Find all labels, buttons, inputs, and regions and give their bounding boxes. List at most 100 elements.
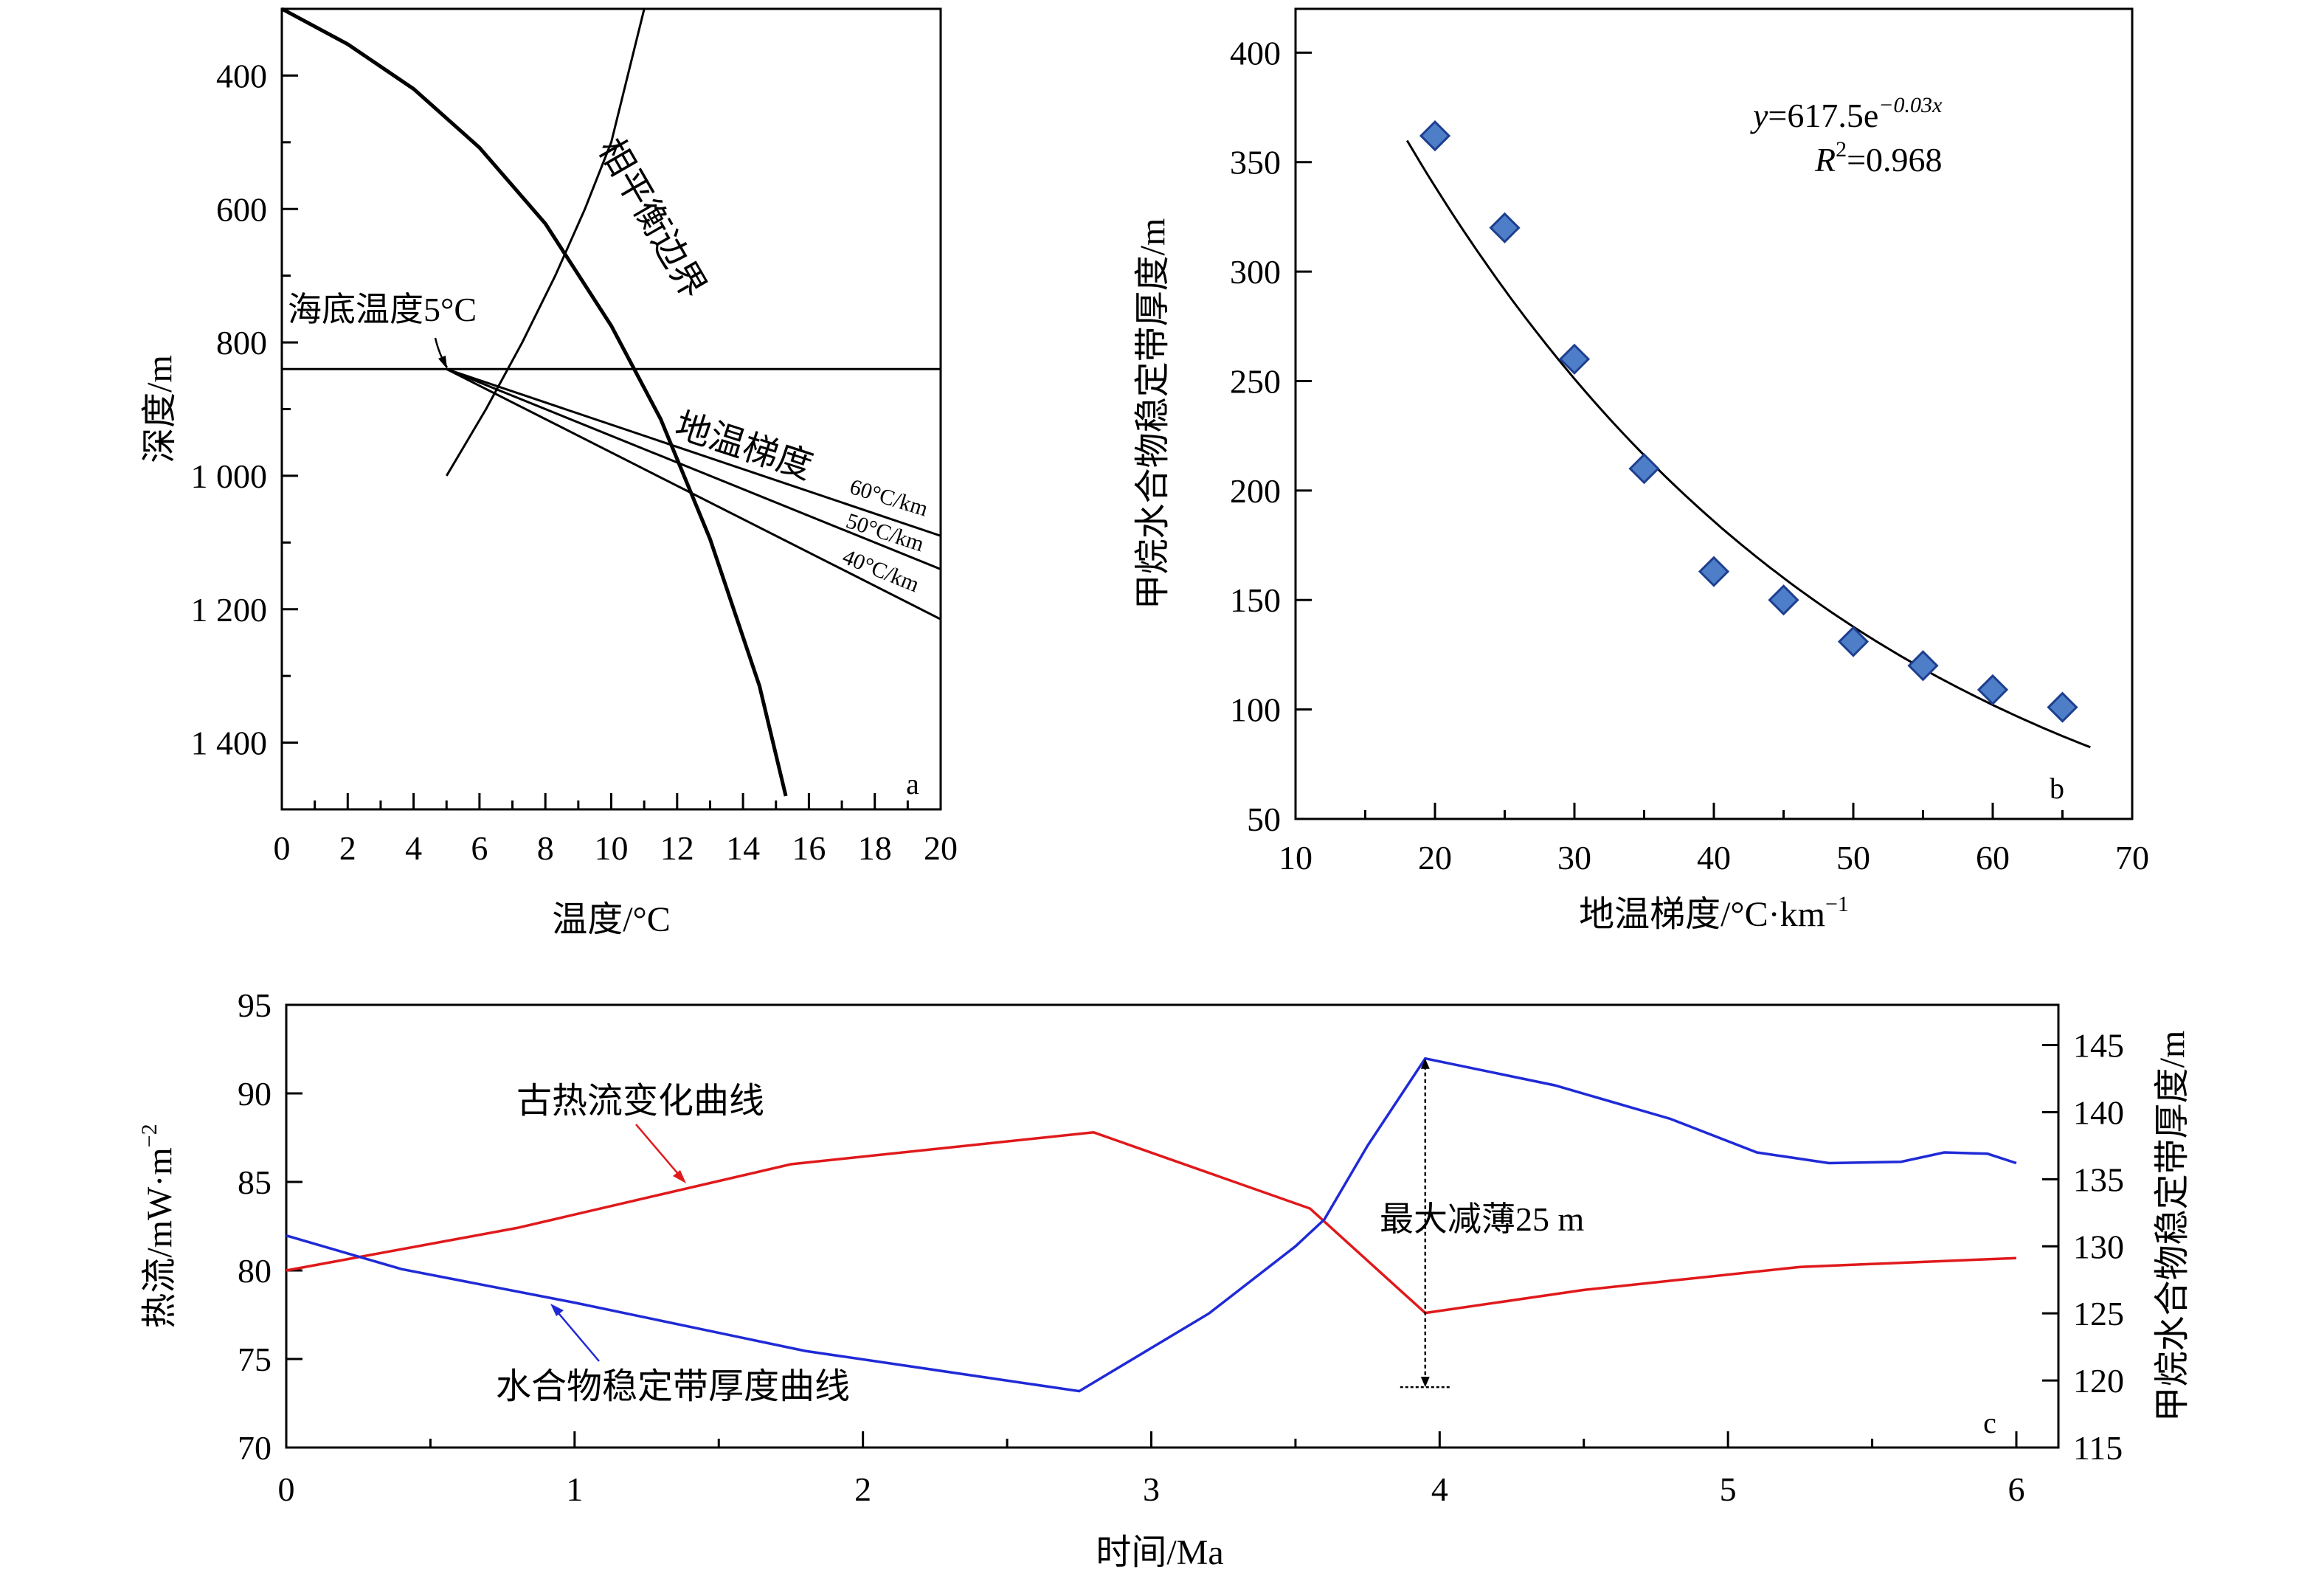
geothermal-gradient-label: 地温梯度 bbox=[671, 406, 817, 487]
y-tick-label: 600 bbox=[216, 190, 267, 228]
data-point bbox=[1419, 120, 1451, 152]
panel-label-a: a bbox=[906, 767, 919, 800]
x-axis-label-sup: −1 bbox=[1825, 892, 1849, 916]
x-tick-label: 2 bbox=[339, 829, 356, 867]
x-tick-label: 16 bbox=[792, 829, 826, 867]
x-tick-label: 4 bbox=[1431, 1470, 1448, 1508]
x-tick-label: 2 bbox=[854, 1470, 871, 1508]
x-tick-label: 6 bbox=[471, 829, 488, 867]
data-point bbox=[1489, 212, 1521, 243]
data-point bbox=[1977, 674, 2009, 706]
data-point bbox=[1698, 556, 1730, 587]
eq-body: =617.5e bbox=[1768, 97, 1878, 134]
x-tick-label: 40 bbox=[1697, 839, 1731, 876]
x-axis-label: 地温梯度/°C·km−1 bbox=[1579, 892, 1849, 934]
y-left-tick-label: 70 bbox=[238, 1429, 272, 1467]
gradient-line bbox=[446, 367, 941, 570]
y-right-tick-label: 125 bbox=[2073, 1295, 2124, 1332]
thickness-line bbox=[286, 1057, 2017, 1393]
x-tick-label: 0 bbox=[278, 1470, 295, 1508]
y-right-tick-label: 140 bbox=[2073, 1093, 2124, 1131]
y-tick-label: 300 bbox=[1230, 253, 1281, 291]
y-tick-label: 400 bbox=[1230, 34, 1281, 72]
max-thinning-label: 最大减薄25 m bbox=[1380, 1200, 1585, 1238]
thinning-arrow-bottom bbox=[1420, 1377, 1430, 1388]
x-tick-label: 18 bbox=[858, 829, 892, 867]
phase-boundary-line bbox=[446, 8, 646, 477]
fit-curve bbox=[1405, 139, 2091, 749]
x-tick-label: 0 bbox=[274, 829, 291, 867]
eq-exp: −0.03x bbox=[1878, 93, 1943, 117]
r2-r: R bbox=[1814, 141, 1836, 179]
x-tick-label: 6 bbox=[2008, 1470, 2025, 1508]
y-tick-label: 100 bbox=[1230, 691, 1281, 729]
x-tick-label: 1 bbox=[566, 1470, 583, 1508]
thickness-arrowhead bbox=[550, 1304, 564, 1316]
heat-flow-arrow bbox=[635, 1124, 683, 1180]
y-right-axis-label: 甲烷水合物稳定带厚度/m bbox=[2153, 1031, 2192, 1422]
thickness-label: 水合物稳定带厚度曲线 bbox=[496, 1367, 850, 1406]
y-tick-label: 1 200 bbox=[191, 591, 268, 629]
x-tick-label: 30 bbox=[1557, 839, 1591, 876]
x-tick-label: 8 bbox=[537, 829, 554, 867]
y-left-axis-label: 热流/mW·m−2 bbox=[137, 1124, 179, 1328]
x-tick-label: 70 bbox=[2115, 839, 2149, 876]
y-tick-label: 1 000 bbox=[191, 457, 268, 495]
y-left-tick-label: 80 bbox=[238, 1252, 272, 1290]
plot-frame bbox=[285, 1003, 2060, 1449]
data-point bbox=[1837, 626, 1870, 657]
x-tick-label: 60 bbox=[1976, 839, 2010, 876]
panel-label-c: c bbox=[1983, 1406, 1996, 1439]
data-point bbox=[1558, 343, 1591, 375]
phase-boundary-label: 相平衡边界 bbox=[590, 132, 713, 305]
r2-sup: 2 bbox=[1836, 137, 1847, 162]
data-point bbox=[1907, 650, 1939, 682]
panel-label-b: b bbox=[2050, 772, 2064, 805]
data-point bbox=[1628, 453, 1660, 485]
y-tick-label: 800 bbox=[216, 324, 267, 362]
panel-b-thickness-gradient-chart: 10 20 30 40 50 60 70 50 100 150 200 250 300 350 400 地温梯… bbox=[1133, 7, 2149, 934]
y-right-tick-label: 120 bbox=[2073, 1362, 2124, 1400]
x-tick-label: 4 bbox=[405, 829, 422, 867]
fit-equation: y=617.5e−0.03x bbox=[1750, 93, 1943, 134]
y-tick-label: 350 bbox=[1230, 144, 1281, 181]
thickness-arrow bbox=[554, 1308, 600, 1362]
y-left-tick-label: 75 bbox=[238, 1341, 272, 1378]
y-left-tick-label: 85 bbox=[238, 1163, 272, 1201]
heat-flow-label: 古热流变化曲线 bbox=[516, 1082, 764, 1121]
y-right-tick-label: 115 bbox=[2073, 1429, 2123, 1467]
panel-c-heatflow-time-chart: 0 1 2 3 4 5 6 70 75 80 85 90 95 115 120 125 130 135 140 145… bbox=[137, 986, 2192, 1570]
y-tick-label: 1 400 bbox=[191, 725, 268, 762]
seafloor-temp-label: 海底温度5°C bbox=[288, 291, 477, 328]
y-axis-label: 甲烷水合物稳定带厚度/m bbox=[1133, 218, 1172, 610]
heat-flow-arrowhead bbox=[673, 1170, 686, 1183]
gradient-line bbox=[446, 367, 941, 620]
x-tick-label: 10 bbox=[595, 829, 629, 867]
eq-y: y bbox=[1750, 97, 1768, 134]
panel-a-temperature-depth-chart: 0 2 4 6 8 10 12 14 16 18 20 400 600 800 1 000 1 200 1 40… bbox=[140, 7, 958, 939]
plot-frame bbox=[1294, 7, 2134, 820]
data-point bbox=[2047, 691, 2078, 723]
x-axis-label: 时间/Ma bbox=[1096, 1533, 1223, 1570]
y-right-tick-label: 130 bbox=[2073, 1228, 2124, 1265]
y-tick-label: 250 bbox=[1230, 362, 1281, 400]
x-tick-label: 14 bbox=[726, 829, 760, 867]
thinning-arrow-top bbox=[1420, 1058, 1430, 1069]
y-right-tick-label: 145 bbox=[2073, 1027, 2124, 1065]
stability-curve bbox=[280, 7, 788, 797]
x-tick-label: 50 bbox=[1836, 839, 1870, 876]
x-axis-label: 温度/°C bbox=[552, 900, 671, 939]
y-left-tick-label: 90 bbox=[238, 1075, 272, 1113]
y-axis-label: 深度/m bbox=[140, 355, 179, 463]
y-left-axis-label-sup: −2 bbox=[137, 1124, 162, 1147]
x-tick-label: 10 bbox=[1279, 839, 1313, 876]
y-tick-label: 150 bbox=[1230, 581, 1281, 619]
y-tick-label: 200 bbox=[1230, 472, 1281, 510]
x-tick-label: 20 bbox=[924, 829, 958, 867]
data-point bbox=[1768, 584, 1799, 616]
x-tick-label: 3 bbox=[1143, 1470, 1160, 1508]
gradient-line bbox=[446, 367, 941, 537]
r2-val: =0.968 bbox=[1847, 141, 1942, 179]
x-tick-label: 5 bbox=[1720, 1470, 1737, 1508]
